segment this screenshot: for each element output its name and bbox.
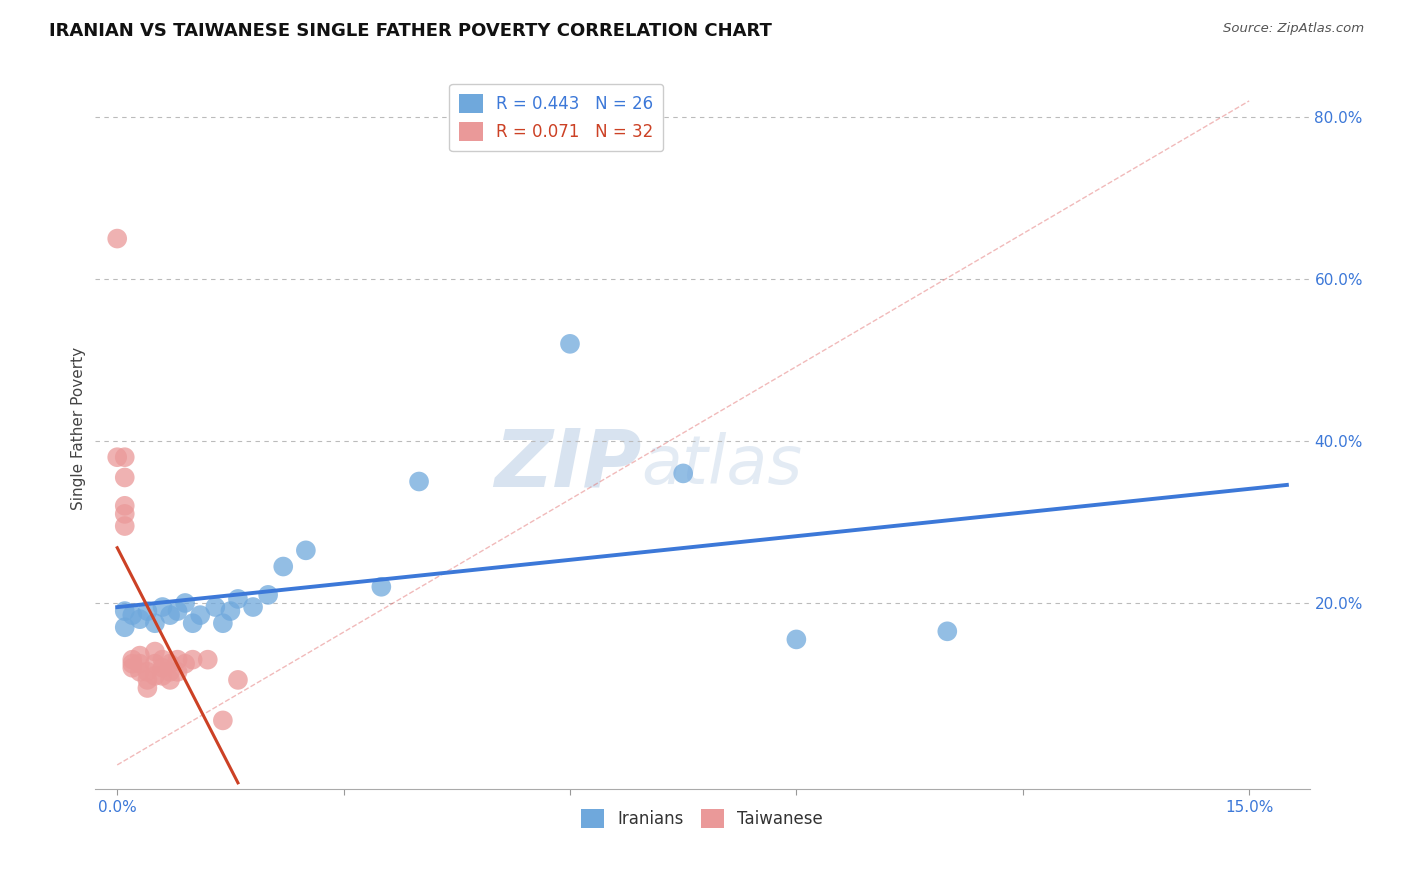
Iranians	[159, 608, 181, 623]
Iranians	[212, 616, 235, 631]
Iranians	[204, 600, 226, 615]
Text: Source: ZipAtlas.com: Source: ZipAtlas.com	[1223, 22, 1364, 36]
Taiwanese	[105, 450, 128, 465]
Iranians	[114, 604, 136, 618]
Iranians	[370, 580, 392, 594]
Iranians	[152, 600, 174, 615]
Iranians	[295, 543, 318, 558]
Text: ZIP: ZIP	[494, 425, 641, 504]
Taiwanese	[128, 665, 150, 679]
Taiwanese	[159, 673, 181, 687]
Taiwanese	[174, 657, 197, 671]
Taiwanese	[143, 669, 166, 683]
Taiwanese	[159, 657, 181, 671]
Taiwanese	[152, 669, 174, 683]
Iranians	[143, 616, 166, 631]
Iranians	[114, 620, 136, 634]
Taiwanese	[143, 644, 166, 658]
Taiwanese	[128, 657, 150, 671]
Iranians	[785, 632, 807, 647]
Iranians	[181, 616, 204, 631]
Taiwanese	[152, 661, 174, 675]
Iranians	[242, 600, 264, 615]
Taiwanese	[159, 665, 181, 679]
Iranians	[174, 596, 197, 610]
Taiwanese	[121, 657, 143, 671]
Iranians	[219, 604, 242, 618]
Iranians	[936, 624, 959, 639]
Taiwanese	[136, 673, 159, 687]
Iranians	[257, 588, 280, 602]
Text: atlas: atlas	[641, 432, 803, 498]
Iranians	[226, 591, 249, 606]
Taiwanese	[121, 653, 143, 667]
Taiwanese	[212, 714, 235, 728]
Iranians	[672, 467, 695, 481]
Taiwanese	[181, 653, 204, 667]
Iranians	[128, 612, 150, 626]
Taiwanese	[114, 450, 136, 465]
Taiwanese	[114, 519, 136, 533]
Taiwanese	[114, 499, 136, 513]
Y-axis label: Single Father Poverty: Single Father Poverty	[72, 347, 86, 510]
Iranians	[558, 336, 581, 351]
Taiwanese	[197, 653, 219, 667]
Iranians	[121, 608, 143, 623]
Text: IRANIAN VS TAIWANESE SINGLE FATHER POVERTY CORRELATION CHART: IRANIAN VS TAIWANESE SINGLE FATHER POVER…	[49, 22, 772, 40]
Iranians	[166, 604, 188, 618]
Taiwanese	[114, 507, 136, 521]
Taiwanese	[143, 657, 166, 671]
Taiwanese	[166, 665, 188, 679]
Taiwanese	[152, 653, 174, 667]
Taiwanese	[166, 653, 188, 667]
Iranians	[271, 559, 294, 574]
Taiwanese	[136, 665, 159, 679]
Iranians	[188, 608, 211, 623]
Legend: Iranians, Taiwanese: Iranians, Taiwanese	[574, 803, 830, 835]
Taiwanese	[121, 661, 143, 675]
Iranians	[408, 475, 430, 489]
Taiwanese	[105, 231, 128, 245]
Taiwanese	[128, 648, 150, 663]
Taiwanese	[226, 673, 249, 687]
Taiwanese	[114, 470, 136, 484]
Iranians	[136, 604, 159, 618]
Taiwanese	[136, 681, 159, 695]
